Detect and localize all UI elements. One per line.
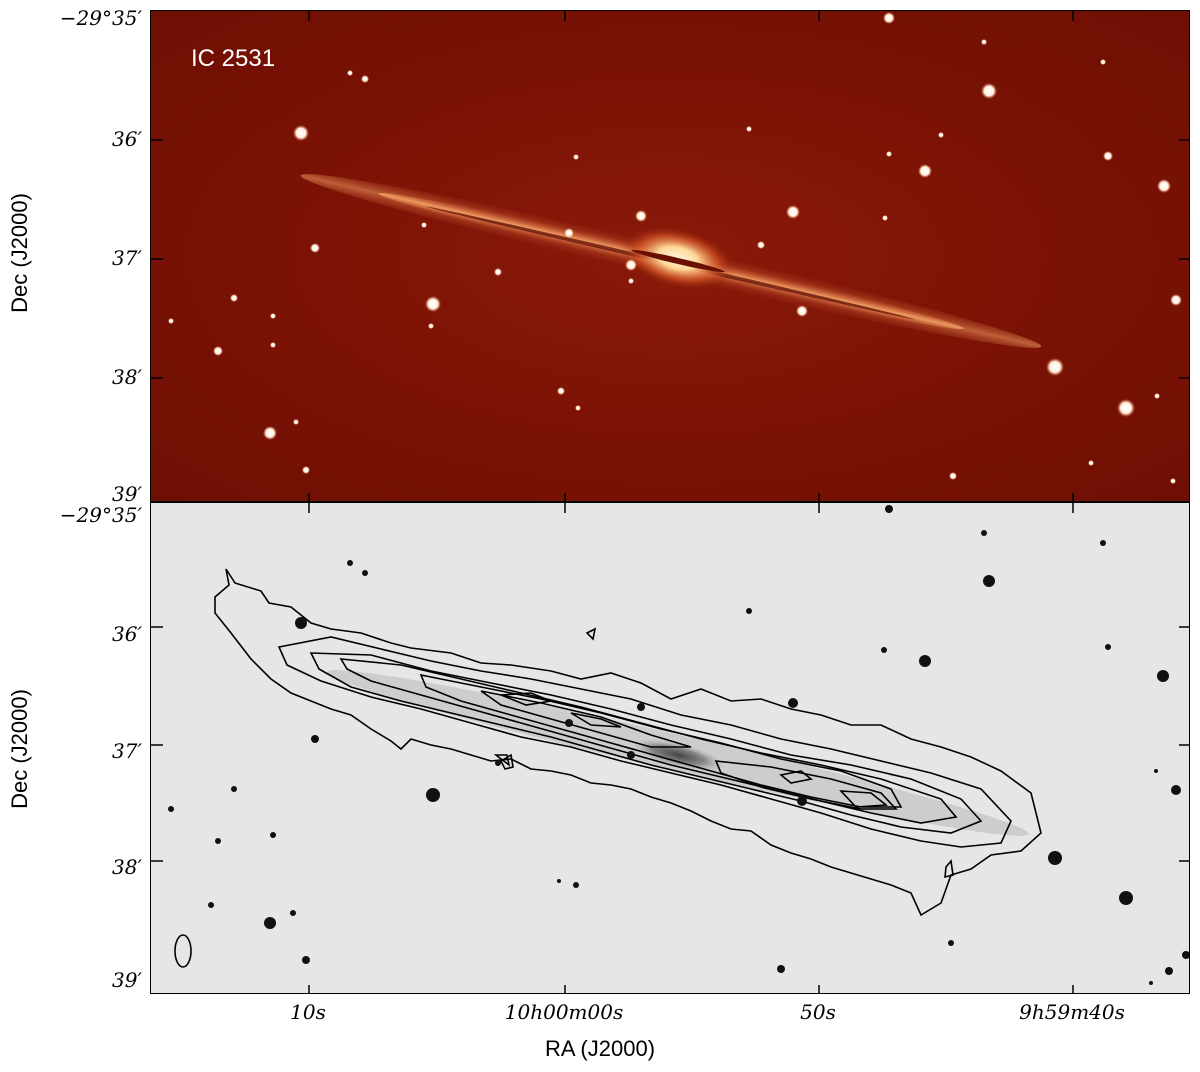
beam-ellipse — [174, 934, 192, 968]
xlabel: RA (J2000) — [544, 1036, 656, 1061]
contour-image-panel — [150, 502, 1190, 994]
contours — [174, 568, 1042, 968]
top-ytick-0: −29°35′ — [59, 6, 142, 30]
bottom-ytick-1: 36′ — [112, 622, 142, 646]
bottom-ytick-3: 38′ — [112, 855, 142, 879]
top-ytick-2: 37′ — [112, 246, 142, 270]
xtick-0: 10s — [290, 1000, 326, 1024]
xtick-2: 50s — [800, 1000, 836, 1024]
optical-image-panel: IC 2531 — [150, 10, 1190, 502]
galaxy-name-label: IC 2531 — [191, 45, 276, 72]
bottom-ytick-2: 37′ — [112, 739, 142, 763]
top-ytick-1: 36′ — [112, 127, 142, 151]
top-ytick-3: 38′ — [112, 365, 142, 389]
top-ylabel: Dec (J2000) — [7, 193, 32, 313]
frame-ticks — [151, 11, 1189, 501]
galaxy-bulge — [621, 225, 735, 291]
stars — [168, 505, 1189, 985]
optical-image — [151, 11, 1189, 501]
contour-image — [151, 503, 1189, 993]
top-ytick-4: 39′ — [112, 482, 142, 506]
bottom-ytick-0: −29°35′ — [59, 503, 142, 527]
xtick-1: 10h00m00s — [504, 1000, 624, 1024]
xtick-3: 9h59m40s — [1019, 1000, 1125, 1024]
stars — [168, 12, 1182, 484]
frame-ticks — [151, 503, 1189, 993]
bottom-ytick-4: 39′ — [112, 968, 142, 992]
bottom-ylabel: Dec (J2000) — [7, 689, 32, 809]
